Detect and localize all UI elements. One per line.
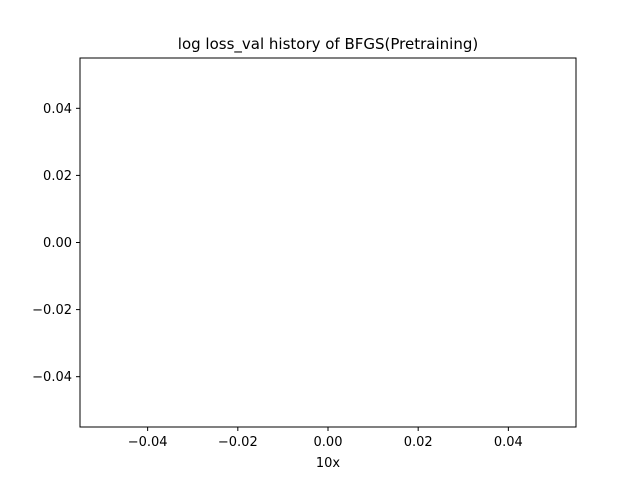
- y-tick-label: 0.02: [43, 169, 72, 184]
- y-tick-label: −0.02: [32, 303, 72, 318]
- y-tick-label: 0.00: [43, 236, 72, 251]
- x-tick-label: −0.02: [218, 435, 258, 450]
- y-tick-label: −0.04: [32, 370, 72, 385]
- x-tick-label: 0.00: [314, 435, 343, 450]
- y-axis: −0.04 −0.02 0.00 0.02 0.04: [32, 102, 80, 385]
- x-axis: −0.04 −0.02 0.00 0.02 0.04: [128, 427, 523, 450]
- chart-title: log loss_val history of BFGS(Pretraining…: [178, 35, 478, 54]
- x-axis-label: 10x: [316, 456, 341, 471]
- x-tick-label: 0.04: [494, 435, 523, 450]
- x-tick-label: −0.04: [128, 435, 168, 450]
- y-tick-label: 0.04: [43, 102, 72, 117]
- x-tick-label: 0.02: [404, 435, 433, 450]
